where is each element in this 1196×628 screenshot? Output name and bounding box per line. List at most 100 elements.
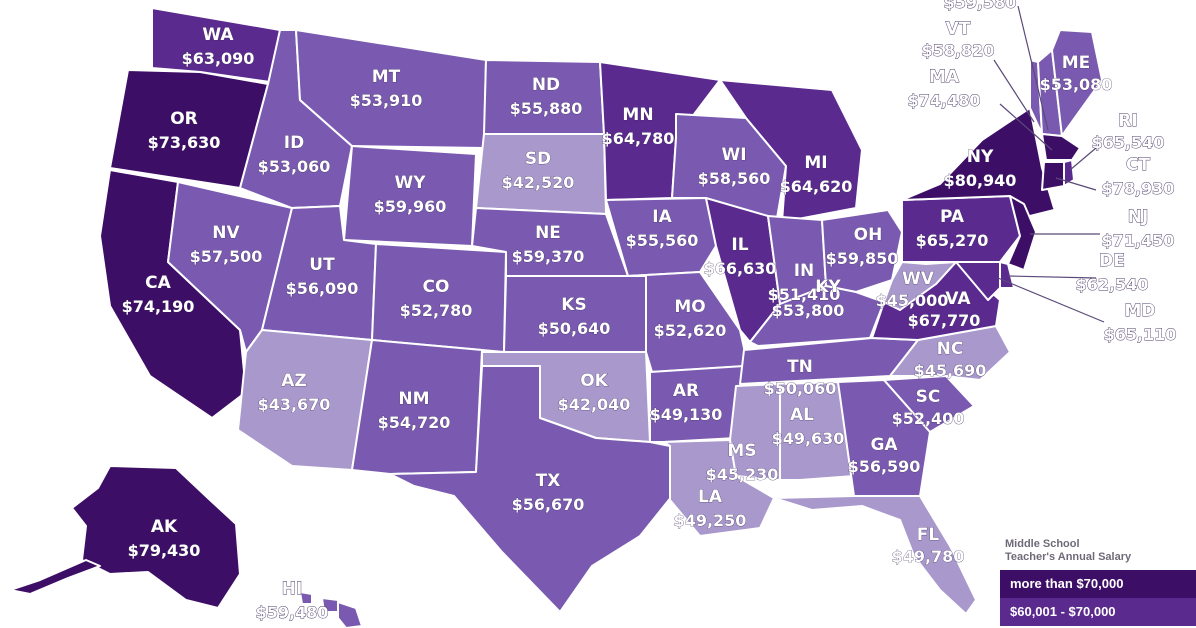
svg-text:$57,500: $57,500 [190,247,263,266]
label-de: DE $62,540 [1075,251,1149,295]
svg-text:MD: MD [1124,301,1155,321]
label-sd: SD $42,520 [501,149,575,193]
svg-text:$65,110: $65,110 [1104,325,1177,344]
label-md: MD $65,110 [1103,301,1177,345]
svg-text:$66,630: $66,630 [704,259,777,278]
label-nj: NJ $71,450 [1101,207,1175,251]
state-ct [1041,161,1065,191]
svg-text:MI: MI [804,153,827,173]
svg-text:OR: OR [170,109,198,129]
svg-text:$79,430: $79,430 [128,541,201,560]
legend: Middle School Teacher's Annual Salary mo… [1000,538,1196,628]
label-wi: WI $58,560 [697,145,770,189]
state-ma [1041,133,1081,161]
label-id: ID $53,060 [257,133,330,177]
svg-text:NJ: NJ [1128,207,1149,227]
svg-text:$49,780: $49,780 [892,547,965,566]
label-in: IN $51,410 [767,261,841,305]
legend-title-line-2: Teacher's Annual Salary [1005,551,1132,563]
svg-text:$42,520: $42,520 [502,173,575,192]
state-ga [837,379,931,497]
svg-text:$53,800: $53,800 [772,301,845,320]
label-leader-lines [993,5,1105,323]
svg-text:CA: CA [145,273,171,293]
svg-text:$42,040: $42,040 [558,395,631,414]
svg-text:MN: MN [622,105,653,125]
label-wa: WA $63,090 [181,25,254,69]
svg-text:$59,370: $59,370 [512,247,585,266]
svg-text:AK: AK [151,517,178,537]
svg-text:HI: HI [282,579,303,599]
label-ks: KS $50,640 [537,295,610,339]
svg-text:$51,410: $51,410 [768,285,841,304]
svg-text:$59,480: $59,480 [256,603,329,622]
svg-text:$56,590: $56,590 [848,457,921,476]
svg-text:WI: WI [721,145,746,165]
svg-text:$54,720: $54,720 [378,413,451,432]
state-ri [1063,159,1075,187]
state-nd [483,59,605,135]
svg-text:UT: UT [309,255,335,275]
svg-text:$45,000: $45,000 [876,291,949,310]
label-ne: NE $59,370 [511,223,585,267]
svg-text:$52,780: $52,780 [400,301,473,320]
label-az: AZ $43,670 [257,371,330,415]
svg-text:$56,670: $56,670 [512,495,585,514]
label-ar: AR $49,130 [649,381,723,425]
svg-text:SC: SC [916,387,941,407]
state-mt [295,29,487,149]
svg-text:$49,130: $49,130 [650,405,723,424]
state-md [935,261,1001,301]
legend-item-tier1: more than $70,000 [1000,570,1196,598]
state-sc [883,375,975,433]
label-vt: VT $58,820 [921,19,995,61]
svg-text:VT: VT [946,19,971,39]
svg-text:MO: MO [674,297,705,317]
svg-text:NV: NV [212,223,240,243]
svg-text:MA: MA [929,67,960,87]
svg-text:$49,630: $49,630 [772,429,845,448]
label-mi: MI $64,620 [779,153,853,197]
svg-text:$45,690: $45,690 [914,361,987,380]
svg-text:MS: MS [727,441,756,461]
label-ky: KY $53,800 [771,277,845,321]
state-tx [389,365,681,613]
svg-text:$67,770: $67,770 [908,311,981,330]
svg-text:MT: MT [372,67,401,87]
label-mt: MT $53,910 [349,67,423,111]
state-fl [773,495,977,615]
svg-text:CO: CO [423,277,450,297]
label-me: ME $53,080 [1039,53,1113,95]
svg-text:$65,270: $65,270 [916,231,989,250]
svg-text:$64,780: $64,780 [602,129,675,148]
label-nh: $59,580 [943,0,1017,12]
svg-text:$74,480: $74,480 [908,91,981,110]
svg-text:$64,620: $64,620 [780,177,853,196]
svg-text:ND: ND [532,75,560,95]
svg-text:$55,880: $55,880 [510,99,583,118]
label-ia: IA $55,560 [625,207,698,251]
svg-text:NY: NY [967,147,994,167]
state-wa [151,7,281,83]
label-ga: GA $56,590 [847,435,921,477]
svg-text:$53,910: $53,910 [350,91,423,110]
svg-text:$58,820: $58,820 [922,41,995,60]
svg-text:$53,080: $53,080 [1040,75,1113,94]
svg-text:AL: AL [790,405,814,425]
svg-text:$78,930: $78,930 [1102,179,1175,198]
svg-text:DE: DE [1099,251,1125,271]
svg-text:AZ: AZ [281,371,306,391]
svg-text:NC: NC [937,339,964,359]
state-pa [901,195,1021,263]
svg-text:KS: KS [561,295,586,315]
svg-text:$74,190: $74,190 [122,297,195,316]
svg-text:$65,540: $65,540 [1092,133,1165,152]
legend-title-line-1: Middle School [1005,538,1080,550]
label-mo: MO $52,620 [653,297,726,341]
label-tn: TN $50,060 [763,357,836,399]
svg-text:OH: OH [854,225,883,245]
state-ky [749,285,885,347]
label-ut: UT $56,090 [285,255,358,299]
state-hi-island-1 [299,591,313,605]
svg-text:LA: LA [698,487,723,507]
